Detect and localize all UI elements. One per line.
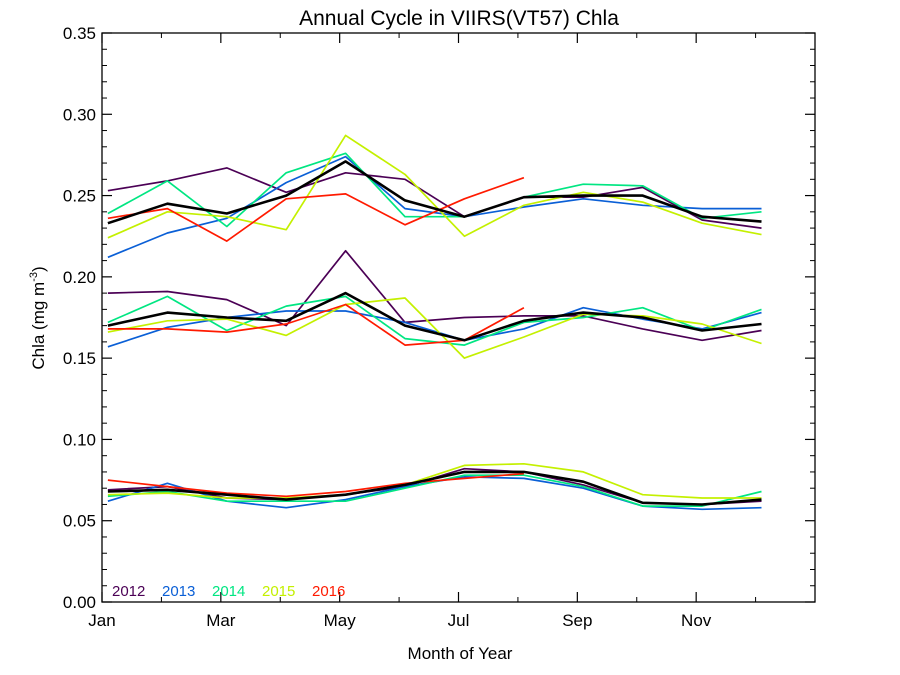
2016-lower-series-line xyxy=(107,472,524,498)
plot-frame xyxy=(101,32,816,603)
y-tick-label: 0.00 xyxy=(63,593,96,612)
chart-title: Annual Cycle in VIIRS(VT57) Chla xyxy=(299,7,619,30)
x-axis-title: Month of Year xyxy=(408,644,513,663)
legend-item-2012: 2012 xyxy=(112,583,145,600)
2015-lower-series-line xyxy=(107,462,762,499)
2016-upper-series-line xyxy=(107,176,525,242)
legend-item-2013: 2013 xyxy=(162,583,195,600)
mean-upper-series-line xyxy=(107,160,762,225)
y-tick-label: 0.30 xyxy=(63,105,96,124)
y-axis-title-main: Chla (mg m xyxy=(29,282,48,370)
y-tick-label: 0.05 xyxy=(63,512,96,531)
legend: 2012 2013 2014 2015 2016 xyxy=(112,583,345,600)
y-tick-label: 0.15 xyxy=(63,349,96,368)
y-tick-label: 0.10 xyxy=(63,430,96,449)
2012-upper-series-line xyxy=(107,167,762,229)
x-tick-label: Mar xyxy=(206,611,236,630)
x-tick-label: Jul xyxy=(448,611,470,630)
x-tick-label: Nov xyxy=(681,611,712,630)
y-axis-title-close: ) xyxy=(29,266,48,272)
2012-middle-series-line xyxy=(107,249,762,342)
legend-item-2014: 2014 xyxy=(212,583,245,600)
y-tick-label: 0.25 xyxy=(63,187,96,206)
y-tick-label: 0.35 xyxy=(63,24,96,43)
y-tick-label: 0.20 xyxy=(63,268,96,287)
x-tick-label: Sep xyxy=(562,611,592,630)
y-axis-title-sup: -3 xyxy=(28,272,40,282)
y-axis-title: Chla (mg m-3) xyxy=(28,266,48,369)
ticks-layer: 0.00 0.05 0.10 0.15 0.20 0.25 0.30 0.35 Jan Mar Ma… xyxy=(63,24,815,630)
series-layer xyxy=(107,134,762,511)
mean-lower-series-line xyxy=(107,470,762,506)
2015-middle-series-line xyxy=(107,297,762,359)
legend-item-2015: 2015 xyxy=(262,583,295,600)
mean-middle-series-line xyxy=(107,291,762,342)
2014-upper-series-line xyxy=(107,152,762,228)
x-tick-label: Jan xyxy=(88,611,115,630)
2015-upper-series-line xyxy=(107,134,762,239)
legend-item-2016: 2016 xyxy=(312,583,345,600)
2012-lower-series-line xyxy=(107,467,762,506)
2016-middle-series-line xyxy=(107,303,525,346)
x-tick-label: May xyxy=(324,611,357,630)
